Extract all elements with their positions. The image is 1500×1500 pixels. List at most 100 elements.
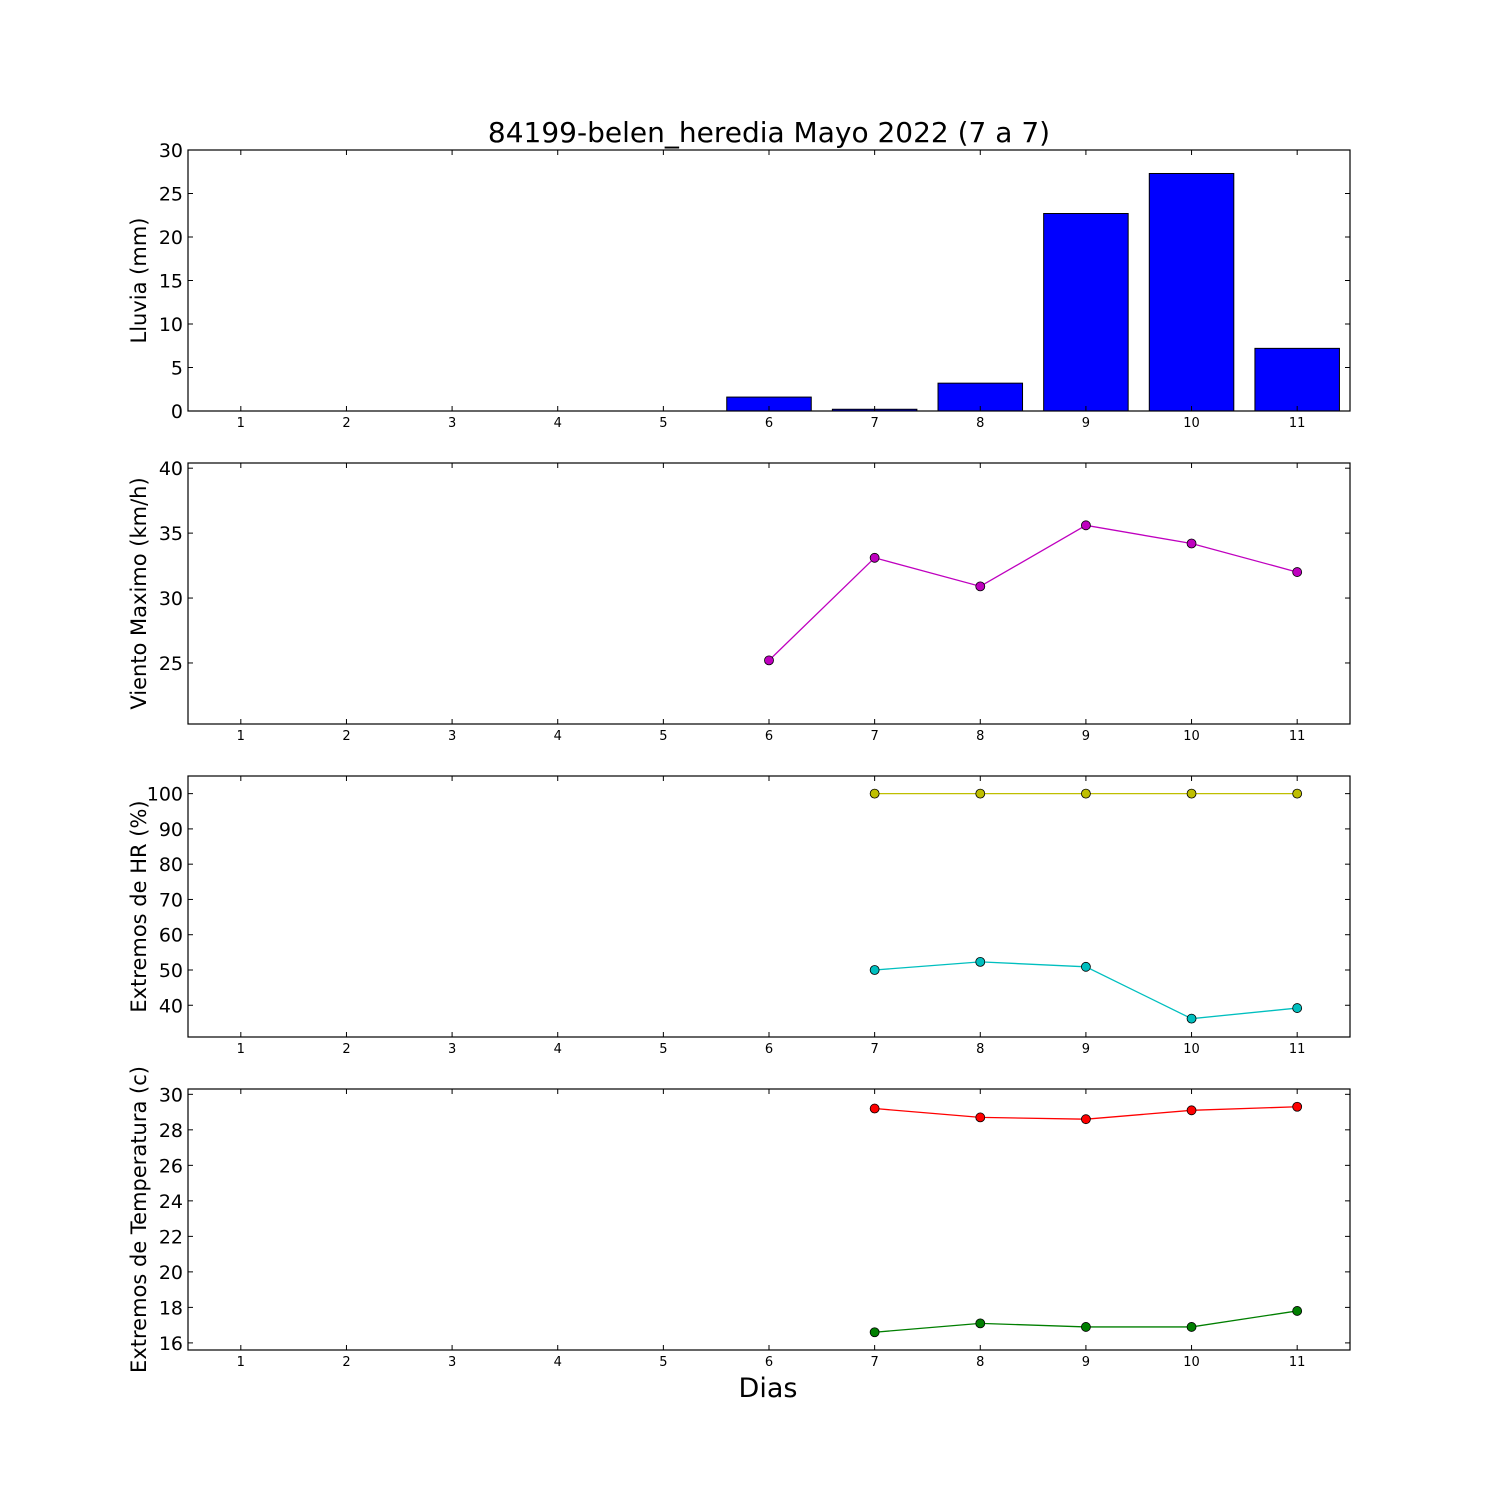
y-tick-label: 16	[159, 1333, 183, 1355]
series-2-point-day-10	[1186, 1322, 1197, 1332]
y-tick-label: 70	[159, 889, 183, 911]
x-tick-label: 6	[765, 1355, 773, 1370]
x-tick-label: 11	[1289, 1042, 1306, 1057]
x-tick-label: 8	[976, 416, 984, 431]
x-tick-label: 2	[342, 1042, 350, 1057]
y-axis-label: Extremos de HR (%)	[127, 800, 151, 1012]
bar-day-11	[1254, 347, 1340, 412]
y-tick-label: 24	[159, 1191, 183, 1213]
y-tick-label: 20	[159, 227, 183, 249]
y-tick-label: 50	[159, 960, 183, 982]
panel-4: 1 2 3 4 5 6 7 8 9 10 11 16 18 20 22 24 26 28 30 Extremos de…	[127, 1066, 1351, 1373]
series-1-point-day-10	[1186, 538, 1197, 549]
x-tick-label: 9	[1082, 729, 1090, 744]
x-tick-label: 7	[870, 416, 878, 431]
series-2-point-day-8	[975, 956, 986, 967]
x-tick-label: 11	[1289, 729, 1306, 744]
series-1-line	[768, 524, 1298, 661]
x-tick-label: 4	[554, 1355, 562, 1370]
x-tick-label: 1	[237, 729, 245, 744]
x-axis-label: Dias	[739, 1373, 798, 1404]
x-tick-label: 6	[765, 416, 773, 431]
panel-2: 1 2 3 4 5 6 7 8 9 10 11 25 30 35 40 Viento Maximo (km/h…	[127, 458, 1351, 744]
series-1-point-day-6	[764, 655, 774, 666]
series-1-point-day-7	[869, 1103, 880, 1114]
x-tick-label: 5	[659, 729, 667, 744]
series-2-point-day-9	[1081, 961, 1091, 972]
y-tick-label: 25	[159, 653, 183, 675]
x-tick-label: 1	[237, 1355, 245, 1370]
y-tick-label: 35	[159, 523, 183, 545]
axes-frame	[187, 149, 1351, 412]
x-tick-label: 3	[448, 729, 456, 744]
series-1-point-day-7	[869, 552, 880, 563]
x-tick-label: 11	[1289, 1355, 1306, 1370]
y-tick-label: 30	[159, 588, 183, 610]
x-tick-label: 5	[659, 1042, 667, 1057]
y-tick-label: 25	[159, 184, 183, 206]
x-tick-label: 3	[448, 416, 456, 431]
series-1-point-day-8	[975, 581, 986, 592]
x-tick-label: 10	[1183, 416, 1200, 431]
x-tick-label: 3	[448, 1355, 456, 1370]
series-1-point-day-9	[1081, 788, 1091, 799]
x-tick-label: 10	[1183, 729, 1200, 744]
series-1-point-day-11	[1292, 788, 1303, 799]
x-tick-label: 6	[765, 729, 773, 744]
series-1-point-day-11	[1292, 567, 1303, 577]
bar-day-10	[1148, 172, 1235, 412]
series-1-point-day-10	[1186, 788, 1197, 799]
series-2-point-day-10	[1186, 1013, 1197, 1024]
series-2-point-day-7	[869, 1327, 880, 1338]
series-2-point-day-11	[1292, 1003, 1303, 1013]
series-2-point-day-7	[869, 965, 880, 975]
x-tick-label: 9	[1082, 1042, 1090, 1057]
y-tick-label: 5	[171, 358, 183, 380]
y-tick-label: 22	[159, 1226, 183, 1248]
y-tick-label: 18	[159, 1297, 183, 1319]
x-tick-label: 10	[1183, 1042, 1200, 1057]
x-tick-label: 1	[237, 416, 245, 431]
y-tick-label: 30	[159, 140, 183, 162]
y-axis-label: Viento Maximo (km/h)	[127, 477, 151, 709]
x-tick-label: 7	[870, 1042, 878, 1057]
series-1-point-day-9	[1081, 520, 1091, 531]
y-tick-label: 90	[159, 819, 183, 841]
y-tick-label: 10	[159, 314, 183, 336]
y-tick-label: 15	[159, 271, 183, 293]
series-1-point-day-8	[975, 788, 986, 799]
series-1-point-day-8	[975, 1112, 986, 1123]
series-1-point-day-9	[1081, 1114, 1091, 1125]
x-tick-label: 11	[1289, 416, 1306, 431]
y-tick-label: 28	[159, 1120, 183, 1142]
y-tick-label: 26	[159, 1155, 183, 1177]
x-tick-label: 10	[1183, 1355, 1200, 1370]
x-tick-label: 1	[237, 1042, 245, 1057]
x-tick-label: 4	[554, 729, 562, 744]
axes-frame	[187, 775, 1351, 1038]
series-2-point-day-8	[975, 1318, 986, 1329]
y-axis-label: Lluvia (mm)	[127, 218, 151, 344]
y-axis-label: Extremos de Temperatura (c)	[127, 1066, 151, 1373]
y-tick-label: 80	[159, 854, 183, 876]
x-tick-label: 7	[870, 1355, 878, 1370]
series-1-point-day-10	[1186, 1105, 1197, 1116]
x-tick-label: 3	[448, 1042, 456, 1057]
x-tick-label: 2	[342, 1355, 350, 1370]
y-tick-label: 30	[159, 1084, 183, 1106]
y-tick-label: 0	[171, 401, 183, 423]
x-tick-label: 8	[976, 1355, 984, 1370]
x-tick-label: 8	[976, 729, 984, 744]
series-2-point-day-11	[1292, 1306, 1303, 1316]
series-2-point-day-9	[1081, 1322, 1091, 1332]
x-tick-label: 7	[870, 729, 878, 744]
series-1-point-day-7	[869, 788, 880, 799]
x-tick-label: 5	[659, 416, 667, 431]
x-tick-label: 5	[659, 1355, 667, 1370]
y-tick-label: 40	[159, 995, 183, 1017]
x-tick-label: 8	[976, 1042, 984, 1057]
x-tick-label: 6	[765, 1042, 773, 1057]
